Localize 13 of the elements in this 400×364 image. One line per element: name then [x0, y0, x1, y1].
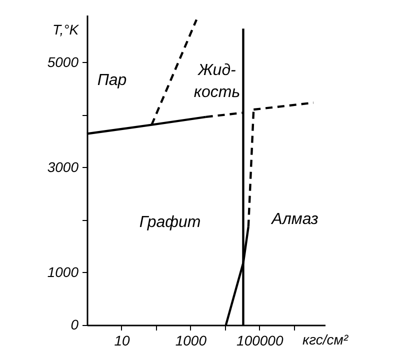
- annotation: Алмаз: [270, 211, 318, 228]
- y-tick-label: 1000: [47, 264, 79, 280]
- y-tick-label: 5000: [47, 54, 79, 70]
- x-axis-title: кгс/см²: [302, 332, 350, 348]
- y-tick-label: 3000: [47, 158, 79, 175]
- x-tick-label: 1000: [175, 332, 207, 348]
- y-tick-label: 0: [70, 316, 79, 332]
- x-tick-label: 100000: [236, 332, 284, 348]
- annotation: Графит: [139, 214, 201, 231]
- x-tick-label: 10: [114, 332, 130, 348]
- y-axis-title: T,°K: [52, 22, 80, 38]
- annotation: Жид- кость: [194, 62, 240, 101]
- annotation: Пар: [97, 72, 127, 89]
